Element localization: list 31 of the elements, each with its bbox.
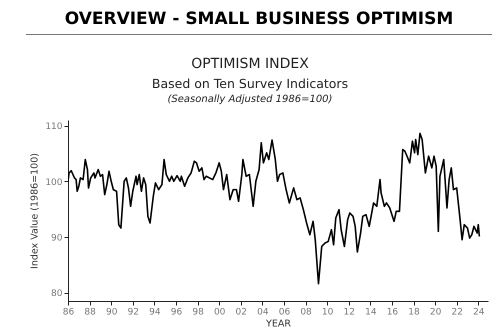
chart-subtitle: OPTIMISM INDEX (190, 56, 310, 72)
x-axis-title: YEAR (265, 318, 292, 330)
x-tick-label: 90 (106, 308, 118, 318)
x-tick-label: 18 (408, 308, 420, 318)
text: (Seasonally Adjusted 1986=100) (166, 94, 334, 105)
x-tick-label: 02 (236, 308, 247, 318)
x-tick-label: 10 (322, 308, 334, 318)
x-tick-label: 14 (365, 308, 377, 318)
x-tick-label: 08 (300, 308, 312, 318)
y-tick-label: 90 (51, 233, 63, 244)
x-tick-label: 86 (62, 308, 74, 318)
x-tick-label: 20 (430, 308, 442, 318)
x-tick-label: 92 (128, 308, 140, 318)
x-tick-label: 96 (170, 308, 182, 318)
x-tick-label: 24 (473, 308, 485, 318)
x-tick-label: 12 (343, 308, 355, 318)
x-tick-label: 98 (192, 308, 204, 318)
x-tick-label: 00 (214, 308, 226, 318)
x-tick-label: 94 (149, 308, 161, 318)
y-tick-label: 80 (51, 289, 63, 300)
line-series (68, 132, 480, 285)
text: Based on Ten Survey Indicators (150, 76, 350, 91)
x-tick-label: 06 (278, 308, 290, 318)
x-tick-label: 16 (386, 308, 398, 318)
y-tick-label: 100 (45, 178, 63, 188)
y-axis-title: Index Value (1986=100) (29, 153, 40, 269)
x-tick-label: 04 (257, 308, 269, 318)
y-tick-label: 110 (45, 122, 63, 132)
x-tick-label: 88 (84, 308, 96, 318)
x-tick-label: 22 (451, 308, 463, 318)
chart-title: OVERVIEW - SMALL BUSINESS OPTIMISM (26, 4, 492, 35)
